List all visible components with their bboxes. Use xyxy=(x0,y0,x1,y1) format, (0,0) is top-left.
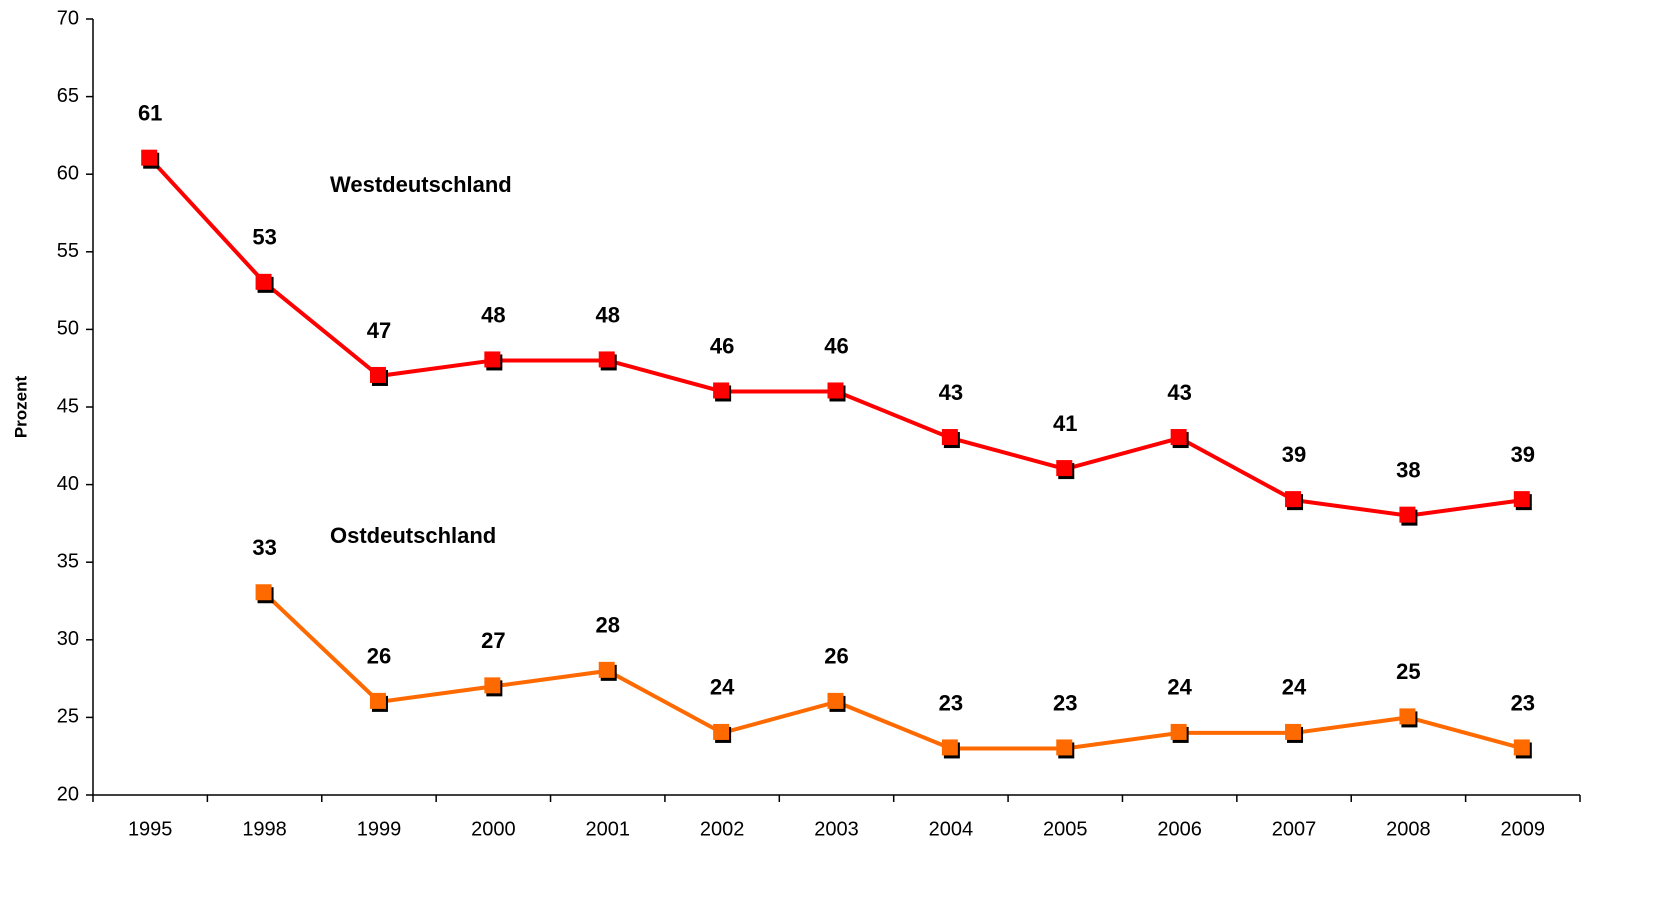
marker xyxy=(941,739,958,756)
marker xyxy=(1399,708,1416,725)
marker xyxy=(1285,491,1302,508)
series-label: Ostdeutschland xyxy=(330,523,496,548)
marker xyxy=(1056,460,1073,477)
data-label: 27 xyxy=(481,628,505,653)
x-tick-label: 2004 xyxy=(929,818,974,840)
x-tick-label: 2006 xyxy=(1157,818,1202,840)
marker xyxy=(484,677,501,694)
marker xyxy=(713,723,730,740)
marker xyxy=(141,149,158,166)
marker xyxy=(1056,739,1073,756)
marker xyxy=(598,661,615,678)
marker xyxy=(255,273,272,290)
data-label: 25 xyxy=(1396,659,1420,684)
x-tick-label: 1999 xyxy=(357,818,402,840)
marker xyxy=(1285,723,1302,740)
data-label: 41 xyxy=(1053,411,1077,436)
data-label: 28 xyxy=(595,613,619,638)
data-label: 24 xyxy=(710,675,735,700)
marker xyxy=(713,382,730,399)
data-label: 23 xyxy=(939,690,963,715)
data-label: 47 xyxy=(367,318,391,343)
marker xyxy=(1513,739,1530,756)
y-tick-label: 40 xyxy=(57,473,79,495)
y-tick-label: 30 xyxy=(57,628,79,650)
data-label: 39 xyxy=(1511,442,1535,467)
data-label: 24 xyxy=(1167,675,1192,700)
data-label: 48 xyxy=(595,302,619,327)
data-label: 53 xyxy=(252,225,276,250)
data-label: 23 xyxy=(1053,690,1077,715)
series-line xyxy=(263,591,1524,751)
x-tick-label: 1995 xyxy=(128,818,173,840)
y-tick-label: 50 xyxy=(57,318,79,340)
y-tick-label: 45 xyxy=(57,395,79,417)
data-label: 46 xyxy=(824,333,848,358)
data-label: 38 xyxy=(1396,457,1420,482)
data-label: 61 xyxy=(138,100,162,125)
x-tick-label: 1998 xyxy=(242,818,287,840)
data-label: 24 xyxy=(1282,675,1307,700)
x-tick-label: 2008 xyxy=(1386,818,1431,840)
marker xyxy=(1399,506,1416,523)
x-tick-label: 2007 xyxy=(1272,818,1317,840)
marker xyxy=(1170,723,1187,740)
data-label: 39 xyxy=(1282,442,1306,467)
marker xyxy=(369,366,386,383)
marker xyxy=(369,692,386,709)
data-label: 26 xyxy=(824,644,848,669)
y-tick-label: 70 xyxy=(57,7,79,29)
y-tick-label: 35 xyxy=(57,550,79,572)
y-axis-label: Prozent xyxy=(11,375,30,438)
data-label: 43 xyxy=(1167,380,1191,405)
data-label: 33 xyxy=(252,535,276,560)
data-label: 23 xyxy=(1511,690,1535,715)
data-label: 43 xyxy=(939,380,963,405)
marker xyxy=(484,351,501,368)
marker xyxy=(598,351,615,368)
y-tick-label: 25 xyxy=(57,706,79,728)
data-label: 48 xyxy=(481,302,505,327)
x-tick-label: 2009 xyxy=(1501,818,1546,840)
marker xyxy=(827,382,844,399)
data-label: 26 xyxy=(367,644,391,669)
marker xyxy=(255,584,272,601)
y-tick-label: 60 xyxy=(57,162,79,184)
series-label: Westdeutschland xyxy=(330,172,512,197)
y-tick-label: 20 xyxy=(57,783,79,805)
x-tick-label: 2005 xyxy=(1043,818,1088,840)
x-tick-label: 2000 xyxy=(471,818,516,840)
marker xyxy=(827,692,844,709)
data-label: 46 xyxy=(710,333,734,358)
marker xyxy=(941,429,958,446)
y-tick-label: 55 xyxy=(57,240,79,262)
x-tick-label: 2002 xyxy=(700,818,745,840)
marker xyxy=(1513,491,1530,508)
marker xyxy=(1170,429,1187,446)
y-tick-label: 65 xyxy=(57,85,79,107)
x-tick-label: 2003 xyxy=(814,818,859,840)
x-tick-label: 2001 xyxy=(585,818,630,840)
